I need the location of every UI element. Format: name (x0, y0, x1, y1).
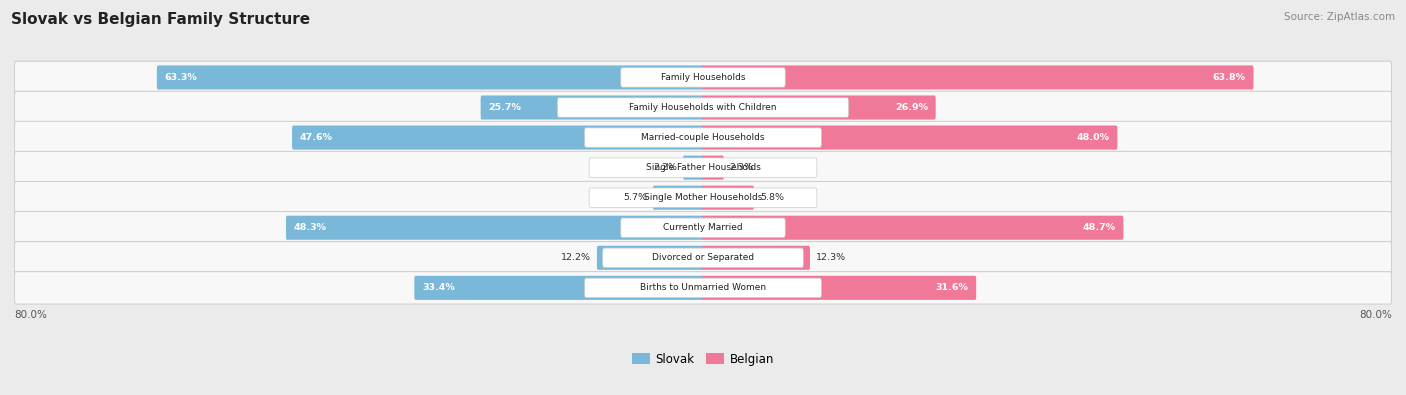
Text: 33.4%: 33.4% (422, 283, 456, 292)
FancyBboxPatch shape (589, 188, 817, 207)
FancyBboxPatch shape (702, 156, 724, 180)
Text: 63.8%: 63.8% (1212, 73, 1246, 82)
FancyBboxPatch shape (285, 216, 704, 240)
FancyBboxPatch shape (14, 151, 1392, 184)
FancyBboxPatch shape (702, 96, 935, 120)
FancyBboxPatch shape (14, 91, 1392, 124)
Text: Single Father Households: Single Father Households (645, 163, 761, 172)
Text: 26.9%: 26.9% (894, 103, 928, 112)
FancyBboxPatch shape (702, 276, 976, 300)
Text: 63.3%: 63.3% (165, 73, 197, 82)
Text: Family Households with Children: Family Households with Children (630, 103, 776, 112)
Text: Births to Unmarried Women: Births to Unmarried Women (640, 283, 766, 292)
Legend: Slovak, Belgian: Slovak, Belgian (627, 348, 779, 371)
FancyBboxPatch shape (585, 278, 821, 297)
FancyBboxPatch shape (14, 272, 1392, 304)
FancyBboxPatch shape (415, 276, 704, 300)
Text: 80.0%: 80.0% (1360, 310, 1392, 320)
Text: Slovak vs Belgian Family Structure: Slovak vs Belgian Family Structure (11, 12, 311, 27)
Text: Single Mother Households: Single Mother Households (644, 193, 762, 202)
Text: 2.2%: 2.2% (654, 163, 678, 172)
FancyBboxPatch shape (621, 68, 785, 87)
FancyBboxPatch shape (558, 98, 848, 117)
FancyBboxPatch shape (598, 246, 704, 270)
FancyBboxPatch shape (589, 158, 817, 177)
FancyBboxPatch shape (14, 61, 1392, 94)
FancyBboxPatch shape (14, 181, 1392, 214)
FancyBboxPatch shape (652, 186, 704, 210)
Text: Married-couple Households: Married-couple Households (641, 133, 765, 142)
FancyBboxPatch shape (14, 242, 1392, 274)
FancyBboxPatch shape (702, 186, 754, 210)
FancyBboxPatch shape (14, 121, 1392, 154)
Text: 48.7%: 48.7% (1083, 223, 1115, 232)
Text: 80.0%: 80.0% (14, 310, 46, 320)
FancyBboxPatch shape (702, 126, 1118, 150)
Text: 2.3%: 2.3% (730, 163, 754, 172)
FancyBboxPatch shape (702, 216, 1123, 240)
FancyBboxPatch shape (14, 211, 1392, 244)
Text: 12.2%: 12.2% (561, 253, 591, 262)
FancyBboxPatch shape (585, 128, 821, 147)
Text: Divorced or Separated: Divorced or Separated (652, 253, 754, 262)
Text: Source: ZipAtlas.com: Source: ZipAtlas.com (1284, 12, 1395, 22)
Text: 48.3%: 48.3% (294, 223, 328, 232)
Text: Family Households: Family Households (661, 73, 745, 82)
FancyBboxPatch shape (292, 126, 704, 150)
Text: 47.6%: 47.6% (299, 133, 333, 142)
Text: 25.7%: 25.7% (488, 103, 522, 112)
Text: Currently Married: Currently Married (664, 223, 742, 232)
FancyBboxPatch shape (481, 96, 704, 120)
Text: 5.7%: 5.7% (623, 193, 647, 202)
FancyBboxPatch shape (621, 218, 785, 237)
Text: 5.8%: 5.8% (759, 193, 783, 202)
FancyBboxPatch shape (603, 248, 803, 267)
FancyBboxPatch shape (702, 246, 810, 270)
Text: 48.0%: 48.0% (1077, 133, 1109, 142)
FancyBboxPatch shape (157, 66, 704, 90)
FancyBboxPatch shape (683, 156, 704, 180)
Text: 12.3%: 12.3% (815, 253, 846, 262)
Text: 31.6%: 31.6% (935, 283, 969, 292)
FancyBboxPatch shape (702, 66, 1254, 90)
